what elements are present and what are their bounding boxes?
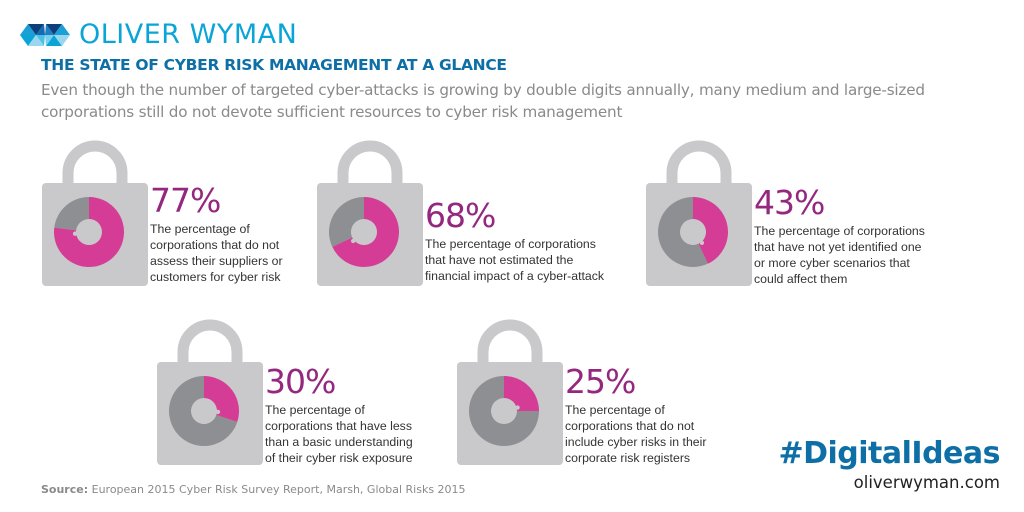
stat-block-1: 77% The percentage of corporations that … [150, 183, 300, 285]
desc-line: or more cyber scenarios that [754, 256, 910, 270]
stat-percentage: 77% [150, 181, 221, 220]
stat-description: The percentage of corporations that do n… [150, 221, 300, 285]
desc-line: corporations that do not [565, 419, 695, 433]
desc-line: corporations that have less [265, 419, 412, 433]
website-link[interactable]: oliverwyman.com [853, 473, 1000, 492]
desc-line: The percentage of [265, 403, 365, 417]
lock-shackle [337, 140, 403, 185]
lock-shackle [477, 319, 543, 364]
logo-wordmark: OLIVER WYMAN [79, 19, 298, 50]
desc-line: corporations that do not [150, 238, 280, 252]
stat-block-3: 43% The percentage of corporations that … [754, 185, 944, 287]
desc-line: corporate risk registers [565, 451, 691, 465]
lock-donut-4 [155, 312, 265, 467]
source-text: European 2015 Cyber Risk Survey Report, … [88, 483, 466, 496]
desc-line: that have not yet identified one [754, 240, 922, 254]
donut-remainder-slice [54, 197, 89, 231]
logo-mark-icon [20, 24, 70, 46]
source-label: Source: [41, 483, 89, 496]
lock-donut-1 [40, 133, 150, 288]
desc-line: The percentage of [150, 222, 250, 236]
stat-percentage: 25% [565, 362, 636, 401]
stat-description: The percentage of corporations that have… [425, 236, 625, 284]
desc-line: include cyber risks in their [565, 435, 707, 449]
donut-remainder-slice [658, 197, 708, 267]
desc-line: customers for cyber risk [150, 270, 281, 284]
desc-line: that have not estimated the [425, 253, 574, 267]
lock-donut-2 [315, 133, 425, 288]
lock-shackle [177, 319, 243, 364]
stat-description: The percentage of corporations that have… [265, 402, 435, 466]
lock-donut-5 [455, 312, 565, 467]
donut-notch [215, 409, 221, 415]
desc-line: could affect them [754, 272, 848, 286]
desc-line: The percentage of corporations [754, 224, 925, 238]
donut-value-slice [332, 197, 399, 267]
desc-line: financial impact of a cyber-attack [425, 269, 605, 283]
stat-block-5: 25% The percentage of corporations that … [565, 364, 735, 466]
donut-remainder-slice [329, 197, 364, 247]
lock-shackle [666, 140, 732, 185]
desc-line: The percentage of corporations [425, 237, 596, 251]
stat-percentage: 43% [754, 183, 825, 222]
donut-notch [699, 240, 705, 245]
stat-percentage: 30% [265, 362, 336, 401]
desc-line: than a basic understanding [265, 435, 413, 449]
desc-line: of their cyber risk exposure [265, 451, 413, 465]
lock-donut-3 [644, 133, 754, 288]
page-title: THE STATE OF CYBER RISK MANAGEMENT AT A … [41, 56, 507, 74]
stat-description: The percentage of corporations that have… [754, 223, 944, 287]
donut-remainder-slice [469, 376, 539, 446]
donut-notch [515, 405, 520, 410]
donut-remainder-slice [169, 376, 238, 446]
desc-line: assess their suppliers or [150, 254, 283, 268]
page-subtitle: Even though the number of targeted cyber… [41, 81, 925, 121]
desc-line: The percentage of [565, 403, 665, 417]
lock-shackle [62, 140, 128, 185]
donut-value-slice [204, 376, 239, 422]
donut-notch [72, 231, 78, 236]
stat-block-2: 68% The percentage of corporations that … [425, 198, 625, 284]
source-citation: Source: European 2015 Cyber Risk Survey … [41, 483, 466, 496]
stat-block-4: 30% The percentage of corporations that … [265, 364, 435, 466]
hashtag[interactable]: #DigitalIdeas [778, 436, 1000, 471]
donut-value-slice [693, 197, 728, 264]
stat-percentage: 68% [425, 196, 496, 235]
donut-notch [351, 238, 356, 244]
stat-description: The percentage of corporations that do n… [565, 402, 735, 466]
oliver-wyman-logo: OLIVER WYMAN [20, 20, 297, 50]
donut-value-slice [54, 197, 124, 267]
donut-value-slice [504, 376, 539, 411]
